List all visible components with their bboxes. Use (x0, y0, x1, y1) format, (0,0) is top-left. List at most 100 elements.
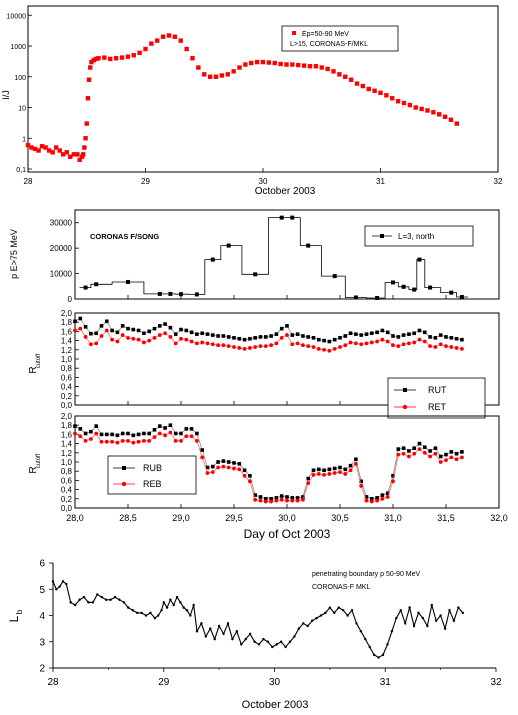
data-point (213, 74, 219, 79)
data-point (438, 460, 443, 464)
data-point (377, 656, 380, 659)
data-point (73, 603, 77, 607)
data-point (253, 272, 258, 277)
data-point (109, 598, 112, 601)
data-point (386, 643, 389, 646)
data-point (237, 467, 242, 472)
data-point (313, 64, 319, 69)
data-point (284, 62, 289, 67)
y-tick-label: 1,8 (61, 318, 73, 327)
data-point (249, 60, 254, 66)
y-tick-label: 1,2 (61, 449, 73, 458)
x-axis-label: October 2003 (242, 699, 309, 711)
data-point (89, 437, 93, 441)
data-point (454, 121, 460, 126)
x-tick-group: 28 29 30 31 32 (24, 168, 503, 186)
data-point (113, 56, 119, 61)
data-point (290, 333, 295, 337)
legend: RUT RET (387, 377, 486, 419)
data-point (73, 424, 77, 428)
data-point (454, 451, 459, 456)
legend: Ep=50-90 MeV L>15, CORONAS-F/MKL (281, 25, 399, 52)
data-point (412, 331, 416, 336)
data-point (438, 454, 443, 459)
data-point (115, 440, 120, 445)
data-point (248, 479, 252, 484)
y-tick-label: 0,0 (61, 504, 73, 513)
data-point (152, 326, 157, 331)
data-point (350, 609, 354, 612)
data-point (65, 582, 68, 586)
data-point (457, 606, 460, 609)
data-point (126, 326, 130, 331)
data-point (237, 462, 242, 466)
data-point (346, 614, 349, 617)
data-point (152, 335, 157, 340)
data-point (319, 614, 323, 617)
data-point (110, 337, 114, 342)
data-point (253, 345, 258, 349)
data-point (332, 471, 337, 475)
data-point (301, 495, 305, 499)
data-point (290, 215, 295, 220)
data-point (316, 346, 321, 351)
data-point (205, 332, 210, 336)
data-point (407, 341, 411, 346)
data-point (157, 333, 162, 337)
data-point (189, 330, 194, 335)
x-tick-label: 32,0 (490, 513, 508, 523)
data-point (172, 34, 178, 39)
data-point (248, 336, 252, 341)
data-point (385, 330, 390, 335)
data-point (83, 136, 88, 141)
data-point (279, 326, 284, 331)
data-point (348, 463, 353, 468)
data-point (448, 609, 451, 612)
data-point (172, 603, 175, 607)
data-point (69, 601, 72, 604)
data-point (163, 322, 167, 326)
y-tick-label: 20000 (50, 244, 73, 253)
y-tick-label: 0,6 (61, 373, 73, 382)
data-point (135, 611, 139, 615)
data-point (81, 152, 86, 157)
data-point (96, 593, 99, 596)
data-point (127, 606, 130, 609)
data-point (403, 622, 407, 625)
data-point (50, 150, 55, 155)
plot-frame (74, 209, 500, 300)
data-point (257, 643, 261, 646)
data-point (322, 347, 326, 352)
data-point (331, 69, 336, 74)
data-point (83, 431, 88, 436)
data-point (209, 627, 212, 630)
data-point (158, 324, 162, 328)
data-point (168, 430, 173, 435)
data-point (399, 609, 402, 612)
data-point (93, 56, 99, 62)
data-point (391, 479, 395, 484)
data-point (343, 467, 348, 472)
data-point (163, 331, 168, 336)
data-point (222, 632, 225, 636)
data-point (126, 279, 130, 284)
data-point (434, 619, 438, 622)
data-point (428, 335, 432, 339)
data-point (258, 498, 263, 503)
x-axis-label: Day of Oct 2003 (244, 527, 331, 541)
data-point (290, 342, 295, 347)
data-point (173, 431, 178, 436)
data-point (348, 468, 353, 473)
data-point (311, 336, 316, 340)
y-tick-label: 2,0 (61, 309, 73, 318)
panel-rcut-top: 0,00,20,40,60,81,01,21,41,61,82,0 R cuto… (28, 309, 500, 419)
data-point (86, 77, 92, 82)
data-point (179, 601, 182, 604)
data-point (264, 497, 268, 501)
data-point (364, 341, 369, 346)
data-point (417, 337, 422, 342)
data-point (77, 157, 82, 162)
data-point (353, 295, 358, 300)
data-point (412, 287, 417, 292)
data-point (460, 337, 464, 342)
